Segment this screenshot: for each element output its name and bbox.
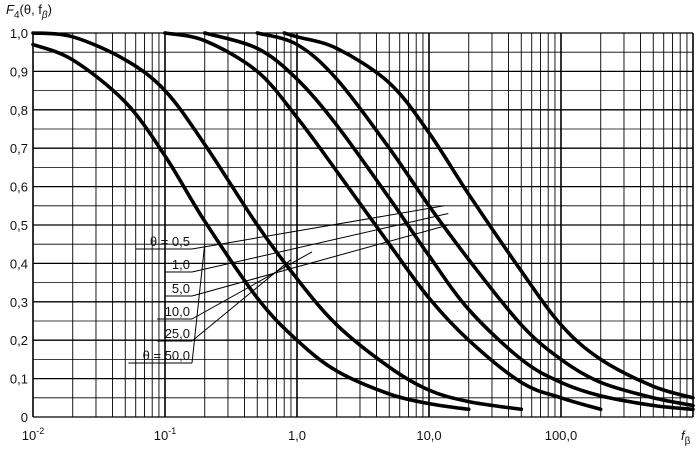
curve-labels: θ = 0,5 1,0 5,0 10,0 25,0 θ = 50,0: [143, 234, 190, 363]
curve-theta-5: [163, 31, 603, 412]
curves: [31, 31, 695, 412]
x-tick-base: 10,0: [416, 428, 441, 443]
label-leader-line: [191, 224, 449, 297]
x-tick-label: 10-1: [154, 426, 176, 443]
x-tick-label: 100,0: [545, 428, 578, 443]
curve-label: 25,0: [165, 326, 190, 341]
y-tick-label: 1,0: [10, 26, 28, 41]
grid: [32, 32, 694, 418]
curve-label: θ = 0,5: [150, 234, 190, 249]
y-tick-labels: 0 0,1 0,2 0,3 0,4 0,5 0,6 0,7 0,8 0,9 1,0: [10, 26, 28, 425]
label-leader-line: [191, 212, 449, 273]
y-tick-label: 0,8: [10, 103, 28, 118]
x-tick-base: 1,0: [288, 428, 306, 443]
y-tick-label: 0,1: [10, 372, 28, 387]
y-tick-label: 0,6: [10, 180, 28, 195]
y-tick-label: 0,9: [10, 64, 28, 79]
curve-theta-1: [31, 31, 524, 412]
label-leader-line: [191, 205, 445, 250]
x-axis-label: fβ: [681, 428, 691, 447]
curve-label: 5,0: [172, 281, 190, 296]
y-tick-label: 0: [21, 410, 28, 425]
curve-theta-0.5: [31, 42, 471, 412]
label-leaders: [128, 205, 449, 364]
y-axis-label-args: (θ, f: [20, 2, 43, 17]
x-tick-base: 100,0: [545, 428, 578, 443]
y-tick-label: 0,2: [10, 333, 28, 348]
x-tick-exponent: -1: [168, 426, 176, 436]
y-axis-label-args-sub: β: [41, 10, 48, 21]
y-tick-label: 0,7: [10, 141, 28, 156]
curve-label: 1,0: [172, 257, 190, 272]
x-axis-label-sub: β: [685, 436, 691, 447]
curve-label: θ = 50,0: [143, 348, 190, 363]
label-leader-line: [191, 259, 292, 342]
y-tick-label: 0,5: [10, 218, 28, 233]
label-leader-line: [191, 244, 206, 364]
y-axis-label: F4(θ, fβ): [6, 2, 52, 21]
curve-label: 10,0: [165, 304, 190, 319]
x-tick-label: 10,0: [416, 428, 441, 443]
y-axis-label-sub: 4: [14, 10, 20, 21]
x-tick-labels: 10-2 10-1 1,0 10,0 100,0: [22, 426, 578, 443]
curve-theta-50: [282, 31, 695, 400]
y-tick-label: 0,4: [10, 256, 28, 271]
x-tick-exponent: -2: [36, 426, 44, 436]
y-axis-label-close: ): [48, 2, 52, 17]
x-tick-base: 10: [22, 428, 36, 443]
x-tick-base: 10: [154, 428, 168, 443]
curve-theta-25: [255, 31, 695, 408]
y-axis-label-main: F: [6, 2, 15, 17]
x-axis-label-main: f: [681, 428, 686, 443]
curve-theta-10: [202, 31, 695, 412]
label-leader-line: [191, 251, 313, 320]
y-tick-label: 0,3: [10, 295, 28, 310]
x-tick-label: 1,0: [288, 428, 306, 443]
x-tick-label: 10-2: [22, 426, 44, 443]
